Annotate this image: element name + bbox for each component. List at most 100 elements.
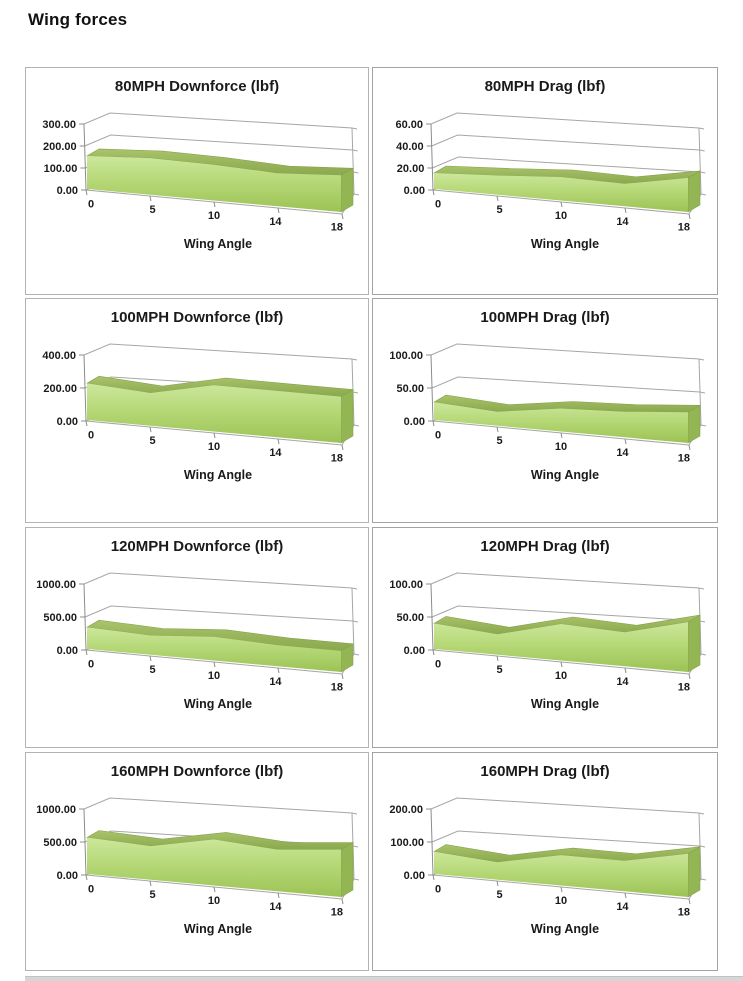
back-right-edge — [351, 127, 355, 195]
depth-tick — [700, 193, 707, 196]
x-tick-label: 5 — [149, 889, 155, 901]
x-tick-label: 10 — [208, 895, 220, 907]
chart-plot-area: 0 5 10 14 18 100.00 50.00 0.00 Wing Angle — [373, 333, 717, 522]
x-tick — [149, 880, 152, 887]
area-front-face — [87, 627, 341, 672]
x-tick — [213, 661, 216, 668]
area-chart: 0 5 10 14 18 1000.00 500.00 0.00 Wing Angle — [36, 797, 360, 936]
x-tick — [624, 207, 627, 214]
x-axis-title: Wing Angle — [531, 697, 599, 711]
x-tick-label: 5 — [149, 435, 155, 447]
area-front-face — [87, 383, 341, 443]
depth-tick — [351, 358, 358, 361]
x-tick-label: 10 — [555, 670, 567, 682]
chart-title: 80MPH Downforce (lbf) — [114, 78, 280, 95]
next-row-cutoff — [25, 976, 743, 981]
y-tick-label: 50.00 — [396, 612, 424, 624]
x-tick-label: 5 — [496, 204, 502, 216]
x-tick-label: 14 — [269, 447, 282, 459]
x-axis-title: Wing Angle — [531, 237, 599, 251]
y-tick-label: 100.00 — [389, 579, 423, 591]
x-tick-label: 0 — [88, 883, 94, 895]
gridline — [431, 376, 701, 393]
chart-title: 160MPH Drag (lbf) — [480, 763, 610, 780]
depth-tick — [353, 171, 359, 174]
x-tick-label: 0 — [88, 658, 94, 670]
y-tick-label: 0.00 — [404, 416, 425, 428]
y-tick-label: 60.00 — [395, 119, 423, 131]
x-tick — [432, 189, 435, 196]
y-tick-label: 1000.00 — [36, 804, 76, 816]
y-tick-label: 100.00 — [44, 163, 78, 175]
area-front-face — [434, 173, 688, 212]
chart-panel: 120MPH Downforce (lbf) 0 5 10 14 18 1000.00 500… — [25, 527, 369, 748]
gridline — [83, 112, 353, 129]
x-tick-label: 14 — [269, 901, 282, 913]
chart-plot-area: 0 5 10 14 18 300.00 200.00 100.00 0.00 Wing Angle — [26, 102, 368, 294]
depth-tick — [353, 424, 360, 427]
x-tick — [341, 673, 344, 680]
depth-tick — [698, 587, 705, 590]
x-tick — [496, 426, 499, 433]
area-front-face — [87, 155, 341, 212]
x-tick-label: 5 — [496, 889, 502, 901]
x-axis-title: Wing Angle — [531, 468, 599, 482]
depth-tick — [698, 812, 705, 815]
x-tick-label: 18 — [331, 907, 343, 919]
gridline — [430, 112, 700, 129]
area-side-face — [340, 389, 354, 444]
depth-tick — [353, 878, 360, 881]
x-tick-label: 18 — [678, 453, 690, 465]
area-front-face — [434, 402, 688, 443]
gridline — [430, 797, 700, 814]
y-axis-line — [83, 808, 87, 876]
x-tick — [85, 649, 88, 656]
x-tick-label: 10 — [555, 210, 567, 222]
x-tick-label: 0 — [435, 198, 441, 210]
x-tick — [85, 874, 88, 881]
x-tick — [624, 667, 627, 674]
depth-tick — [699, 845, 706, 848]
y-tick-label: 200.00 — [43, 141, 77, 153]
chart-panel: 100MPH Downforce (lbf) 0 5 10 14 18 400.00 200.… — [25, 298, 369, 523]
y-tick-label: 100.00 — [389, 350, 423, 362]
chart-panel: 80MPH Downforce (lbf) 0 5 10 14 18 300.00 200.0… — [25, 67, 369, 295]
x-tick — [213, 886, 216, 893]
chart-title: 120MPH Drag (lbf) — [480, 538, 610, 555]
area-front-face — [434, 851, 688, 897]
x-tick-label: 10 — [208, 210, 220, 222]
gridline — [84, 605, 354, 622]
x-tick-label: 0 — [88, 198, 94, 210]
gridline — [83, 797, 353, 814]
x-tick — [149, 195, 152, 202]
depth-tick — [700, 653, 707, 656]
x-tick-label: 5 — [496, 664, 502, 676]
area-front-face — [87, 837, 341, 897]
x-axis-title: Wing Angle — [184, 697, 252, 711]
gridline — [431, 830, 701, 847]
x-tick — [277, 667, 280, 674]
depth-tick — [352, 845, 359, 848]
x-tick — [85, 189, 88, 196]
gridline — [83, 343, 353, 360]
area-side-face — [687, 614, 701, 673]
x-tick — [496, 655, 499, 662]
depth-tick — [700, 424, 707, 427]
x-tick — [496, 195, 499, 202]
depth-tick — [353, 193, 360, 196]
y-tick-label: 400.00 — [42, 350, 76, 362]
y-axis-line — [430, 354, 434, 422]
gridline — [430, 572, 700, 589]
x-tick-label: 14 — [616, 216, 629, 228]
x-tick-label: 18 — [678, 222, 690, 234]
area-chart: 0 5 10 14 18 100.00 50.00 0.00 Wing Angle — [389, 343, 707, 482]
depth-tick — [351, 812, 358, 815]
gridline — [431, 605, 701, 622]
area-side-face — [340, 842, 354, 898]
chart-plot-area: 0 5 10 14 18 400.00 200.00 0.00 Wing Angle — [26, 333, 368, 522]
depth-tick — [698, 127, 705, 130]
gridline — [431, 134, 700, 151]
x-tick — [277, 892, 280, 899]
x-tick — [688, 213, 691, 220]
x-tick — [213, 201, 216, 208]
